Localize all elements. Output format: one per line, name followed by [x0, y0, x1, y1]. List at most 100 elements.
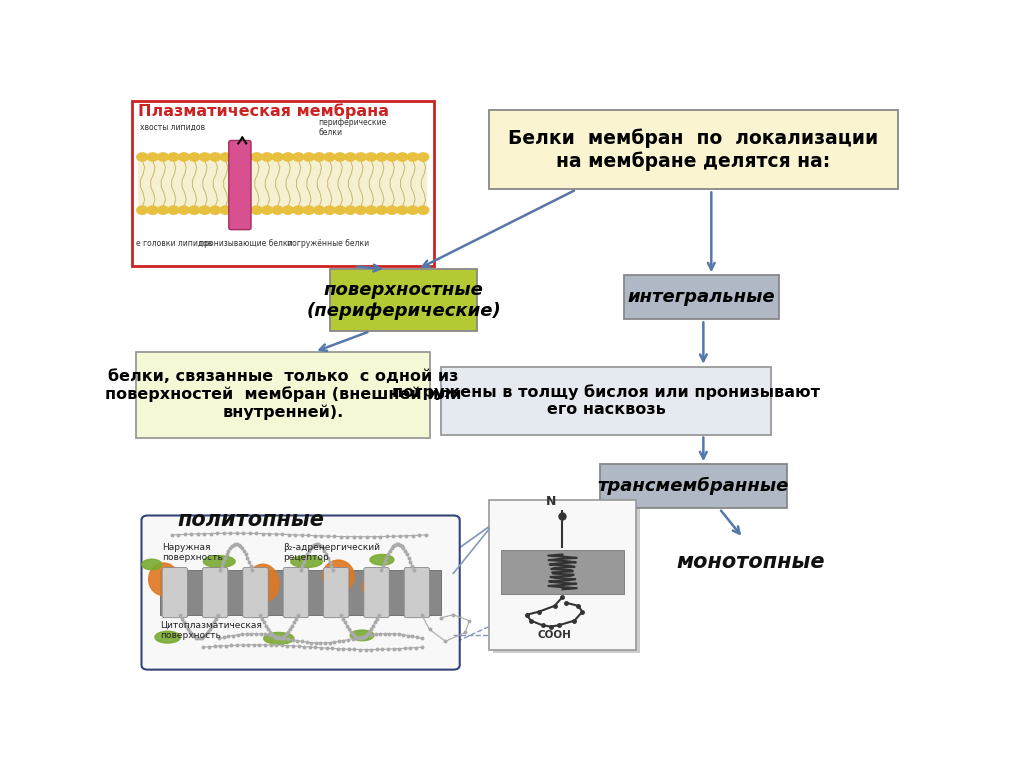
Text: политопные: политопные [177, 510, 325, 530]
Circle shape [313, 206, 325, 214]
Circle shape [251, 206, 262, 214]
Text: хвосты липидов: хвосты липидов [140, 123, 205, 132]
Text: погружены в толщу бислоя или пронизывают
его насквозь: погружены в толщу бислоя или пронизывают… [392, 384, 820, 417]
Circle shape [335, 206, 345, 214]
Circle shape [397, 206, 408, 214]
Text: периферические
белки: периферические белки [318, 118, 387, 137]
FancyBboxPatch shape [600, 464, 786, 509]
Circle shape [283, 206, 294, 214]
FancyBboxPatch shape [489, 499, 636, 650]
Circle shape [293, 153, 304, 161]
Circle shape [366, 153, 377, 161]
Circle shape [158, 153, 169, 161]
Circle shape [241, 153, 252, 161]
FancyBboxPatch shape [203, 568, 228, 617]
Ellipse shape [323, 560, 354, 593]
Circle shape [313, 153, 325, 161]
Ellipse shape [264, 633, 294, 644]
Circle shape [220, 153, 231, 161]
FancyBboxPatch shape [489, 110, 898, 189]
Circle shape [210, 153, 221, 161]
FancyBboxPatch shape [501, 550, 624, 594]
Circle shape [168, 153, 179, 161]
Circle shape [230, 153, 242, 161]
Circle shape [397, 153, 408, 161]
FancyBboxPatch shape [160, 571, 441, 614]
Circle shape [366, 206, 377, 214]
Text: погружённые белки: погружённые белки [287, 239, 369, 249]
Circle shape [355, 153, 367, 161]
Circle shape [355, 206, 367, 214]
Circle shape [335, 153, 345, 161]
FancyBboxPatch shape [228, 140, 251, 229]
Text: Белки  мембран  по  локализации
на мембране делятся на:: Белки мембран по локализации на мембране… [508, 129, 879, 171]
Ellipse shape [350, 630, 374, 640]
Circle shape [230, 206, 242, 214]
Circle shape [408, 153, 419, 161]
Circle shape [386, 206, 397, 214]
Text: Наружная
поверхность: Наружная поверхность [162, 543, 223, 562]
Circle shape [345, 153, 356, 161]
Circle shape [220, 206, 231, 214]
Circle shape [283, 153, 294, 161]
Circle shape [188, 206, 200, 214]
Circle shape [261, 153, 272, 161]
Text: Плазматическая мембрана: Плазматическая мембрана [137, 104, 388, 120]
Text: интегральные: интегральные [628, 288, 775, 306]
FancyBboxPatch shape [624, 275, 779, 319]
Circle shape [293, 206, 304, 214]
Circle shape [376, 206, 387, 214]
Ellipse shape [142, 559, 162, 570]
Circle shape [303, 153, 314, 161]
Circle shape [210, 206, 221, 214]
Circle shape [418, 206, 429, 214]
Circle shape [272, 153, 283, 161]
FancyBboxPatch shape [404, 568, 430, 617]
Circle shape [251, 153, 262, 161]
Circle shape [408, 206, 419, 214]
Circle shape [188, 153, 200, 161]
Ellipse shape [247, 565, 279, 603]
Circle shape [261, 206, 272, 214]
Text: N: N [546, 495, 556, 509]
Circle shape [386, 153, 397, 161]
Circle shape [199, 153, 210, 161]
FancyBboxPatch shape [324, 568, 349, 617]
Circle shape [199, 206, 210, 214]
Ellipse shape [155, 631, 180, 643]
Circle shape [324, 206, 335, 214]
Ellipse shape [291, 555, 323, 568]
FancyBboxPatch shape [441, 367, 771, 435]
Circle shape [272, 206, 283, 214]
FancyBboxPatch shape [162, 568, 187, 617]
Text: Цитоплазматическая
поверхность: Цитоплазматическая поверхность [160, 621, 261, 640]
Text: е головки липидов: е головки липидов [136, 239, 212, 249]
Circle shape [241, 206, 252, 214]
Circle shape [137, 206, 147, 214]
Text: белки, связанные  только  с одной из
поверхностей  мембран (внешней или
внутренн: белки, связанные только с одной из повер… [104, 369, 461, 420]
Circle shape [178, 206, 189, 214]
FancyBboxPatch shape [132, 101, 433, 266]
Circle shape [303, 206, 314, 214]
FancyBboxPatch shape [136, 352, 430, 437]
Circle shape [324, 153, 335, 161]
FancyBboxPatch shape [141, 515, 460, 670]
Circle shape [345, 206, 356, 214]
FancyBboxPatch shape [331, 269, 477, 331]
Text: поверхностные
(периферические): поверхностные (периферические) [306, 281, 501, 320]
FancyBboxPatch shape [138, 160, 427, 206]
Circle shape [158, 206, 169, 214]
Circle shape [376, 153, 387, 161]
Ellipse shape [370, 555, 394, 565]
Text: β₂-адренергический
рецептор: β₂-адренергический рецептор [283, 543, 380, 562]
FancyBboxPatch shape [284, 568, 308, 617]
Text: COOH: COOH [538, 630, 571, 640]
Circle shape [178, 153, 189, 161]
Circle shape [168, 206, 179, 214]
Text: пронизывающие белки: пронизывающие белки [200, 239, 293, 249]
Text: трансмембранные: трансмембранные [598, 477, 790, 495]
Circle shape [418, 153, 429, 161]
Circle shape [147, 153, 159, 161]
Ellipse shape [204, 555, 236, 568]
FancyBboxPatch shape [494, 502, 640, 653]
